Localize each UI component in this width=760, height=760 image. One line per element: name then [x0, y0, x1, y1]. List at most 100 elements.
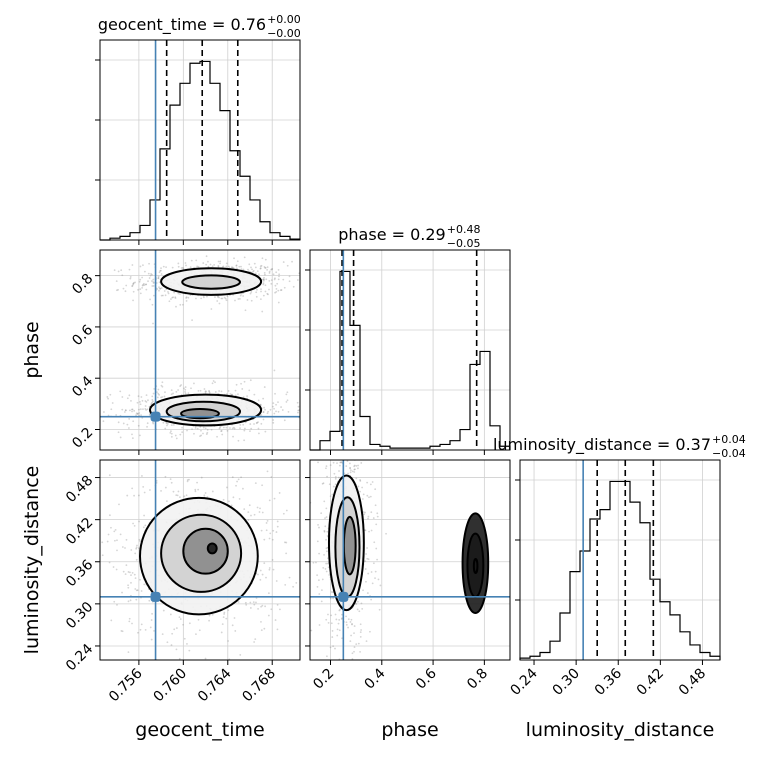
sample-point — [71, 433, 73, 435]
sample-point — [314, 288, 316, 290]
sample-point — [139, 403, 142, 406]
sample-point — [223, 613, 225, 615]
sample-point — [366, 547, 368, 549]
sample-point — [182, 267, 185, 270]
sample-point — [166, 641, 169, 644]
sample-point — [321, 578, 324, 581]
sample-point — [327, 562, 329, 565]
sample-point — [135, 589, 138, 592]
sample-point — [132, 283, 135, 286]
sample-point — [371, 448, 373, 450]
sample-point — [66, 566, 68, 568]
sample-point — [204, 390, 207, 393]
sample-point — [184, 392, 187, 395]
sample-point — [249, 423, 252, 425]
sample-point — [179, 303, 182, 306]
truth-marker — [150, 411, 161, 422]
sample-point — [247, 511, 250, 513]
sample-point — [283, 286, 286, 289]
sample-point — [259, 507, 261, 510]
sample-point — [131, 487, 134, 490]
sample-point — [217, 265, 220, 268]
sample-point — [256, 506, 259, 509]
sample-point — [385, 532, 387, 535]
sample-point — [325, 618, 328, 621]
sample-point — [257, 427, 260, 430]
sample-point — [324, 517, 326, 520]
sample-point — [139, 278, 142, 281]
sample-point — [361, 607, 364, 610]
sample-point — [178, 657, 181, 660]
sample-point — [142, 264, 144, 267]
sample-point — [152, 422, 155, 425]
sample-point — [122, 287, 125, 290]
sample-point — [161, 396, 164, 398]
sample-point — [183, 637, 186, 640]
sample-point — [286, 264, 289, 267]
contour-level — [206, 542, 218, 555]
sample-point — [132, 281, 135, 284]
sample-point — [276, 604, 279, 606]
sample-point — [235, 383, 238, 386]
sample-point — [336, 634, 339, 637]
sample-point — [141, 284, 144, 287]
sample-point — [274, 392, 276, 395]
sample-point — [335, 618, 338, 621]
sample-point — [140, 396, 143, 398]
sample-point — [338, 629, 341, 632]
sample-point — [371, 428, 373, 430]
sample-point — [164, 427, 167, 430]
sample-point — [363, 513, 366, 516]
sample-point — [284, 541, 286, 544]
sample-point — [368, 530, 370, 533]
sample-point — [185, 494, 188, 497]
sample-point — [195, 633, 197, 636]
sample-point — [202, 432, 204, 435]
sample-point — [263, 386, 266, 388]
sample-point — [244, 309, 247, 312]
sample-point — [106, 540, 109, 543]
panel-title-luminosity_distance: luminosity_distance = 0.37 — [493, 435, 711, 455]
sample-point — [185, 264, 187, 267]
sample-point — [216, 435, 218, 438]
sample-point — [242, 487, 244, 490]
sample-point — [352, 666, 354, 668]
sample-point — [273, 278, 276, 281]
sample-point — [282, 512, 285, 515]
sample-point — [199, 425, 202, 428]
sample-point — [169, 431, 172, 434]
truth-marker — [150, 591, 161, 602]
sample-point — [263, 627, 266, 630]
sample-point — [127, 584, 129, 587]
sample-point — [217, 260, 220, 263]
sample-point — [253, 393, 256, 396]
sample-point — [127, 600, 130, 603]
sample-point — [262, 410, 265, 413]
sample-point — [336, 628, 339, 631]
sample-point — [91, 551, 93, 553]
sample-point — [200, 434, 203, 437]
sample-point — [261, 310, 264, 313]
sample-point — [246, 395, 249, 398]
sample-point — [151, 612, 153, 615]
x-tick-label: 0.760 — [150, 666, 190, 706]
sample-point — [222, 265, 225, 268]
sample-point — [139, 265, 142, 268]
sample-point — [172, 423, 175, 426]
sample-point — [286, 391, 289, 394]
sample-point — [149, 414, 151, 417]
sample-point — [353, 625, 356, 627]
sample-point — [366, 481, 369, 484]
sample-point — [350, 440, 352, 442]
sample-point — [237, 601, 240, 603]
sample-point — [359, 650, 361, 653]
sample-point — [208, 391, 211, 394]
sample-point — [266, 519, 269, 522]
sample-point — [140, 590, 143, 592]
sample-point — [345, 615, 347, 618]
sample-point — [152, 400, 154, 403]
sample-point — [347, 618, 350, 621]
sample-point — [181, 303, 184, 306]
sample-point — [323, 529, 326, 532]
sample-point — [152, 421, 154, 424]
